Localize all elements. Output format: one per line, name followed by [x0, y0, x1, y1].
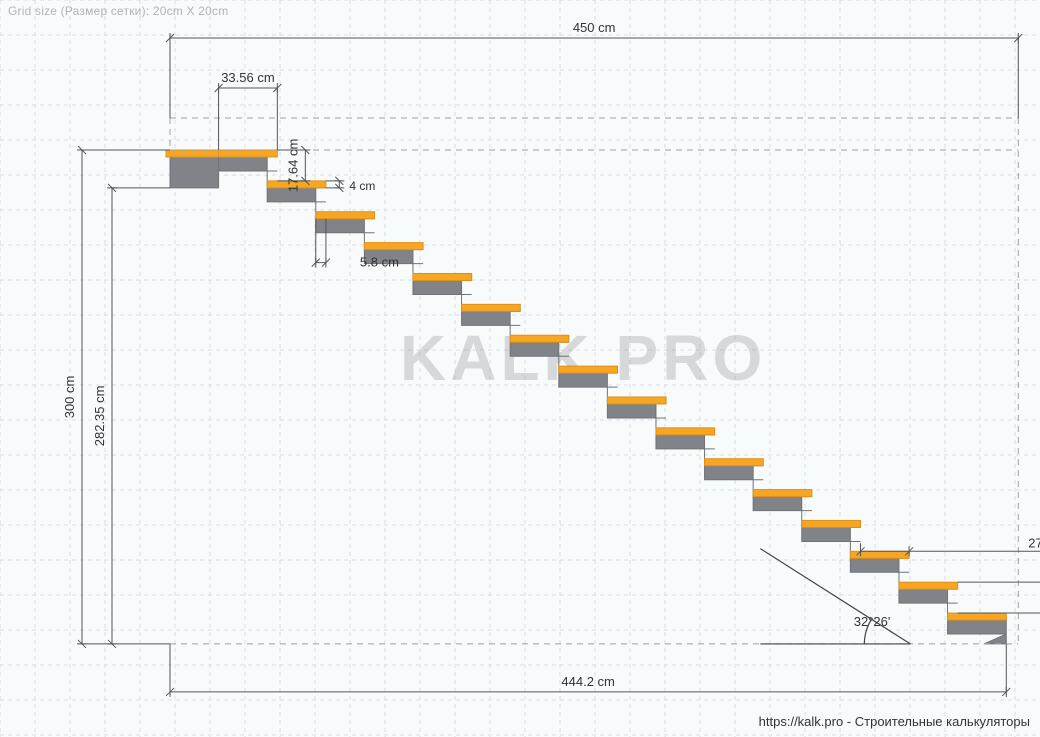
- top-platform: [170, 157, 219, 188]
- diagram-svg: KALK.PRO450 cm444.2 cm300 cm282.35 cm33.…: [0, 0, 1040, 737]
- dim-nosing-label: 5.8 cm: [360, 255, 399, 270]
- dim-tread-width-label: 27.77 cm: [1028, 535, 1040, 550]
- footer-credit: https://kalk.pro - Строительные калькуля…: [759, 714, 1030, 729]
- dim-tread-thk-label: 4 cm: [349, 179, 375, 193]
- angle-label: 32°26': [854, 614, 891, 629]
- svg-text:33.56 cm: 33.56 cm: [221, 70, 274, 85]
- svg-text:450 cm: 450 cm: [573, 20, 616, 35]
- diagram-stage: KALK.PRO450 cm444.2 cm300 cm282.35 cm33.…: [0, 0, 1040, 737]
- svg-text:17.64 cm: 17.64 cm: [285, 139, 300, 192]
- grid-size-label: Grid size (Размер сетки): 20cm X 20cm: [8, 4, 228, 18]
- svg-text:444.2 cm: 444.2 cm: [561, 674, 614, 689]
- svg-text:282.35 cm: 282.35 cm: [92, 386, 107, 447]
- svg-text:300 cm: 300 cm: [62, 376, 77, 419]
